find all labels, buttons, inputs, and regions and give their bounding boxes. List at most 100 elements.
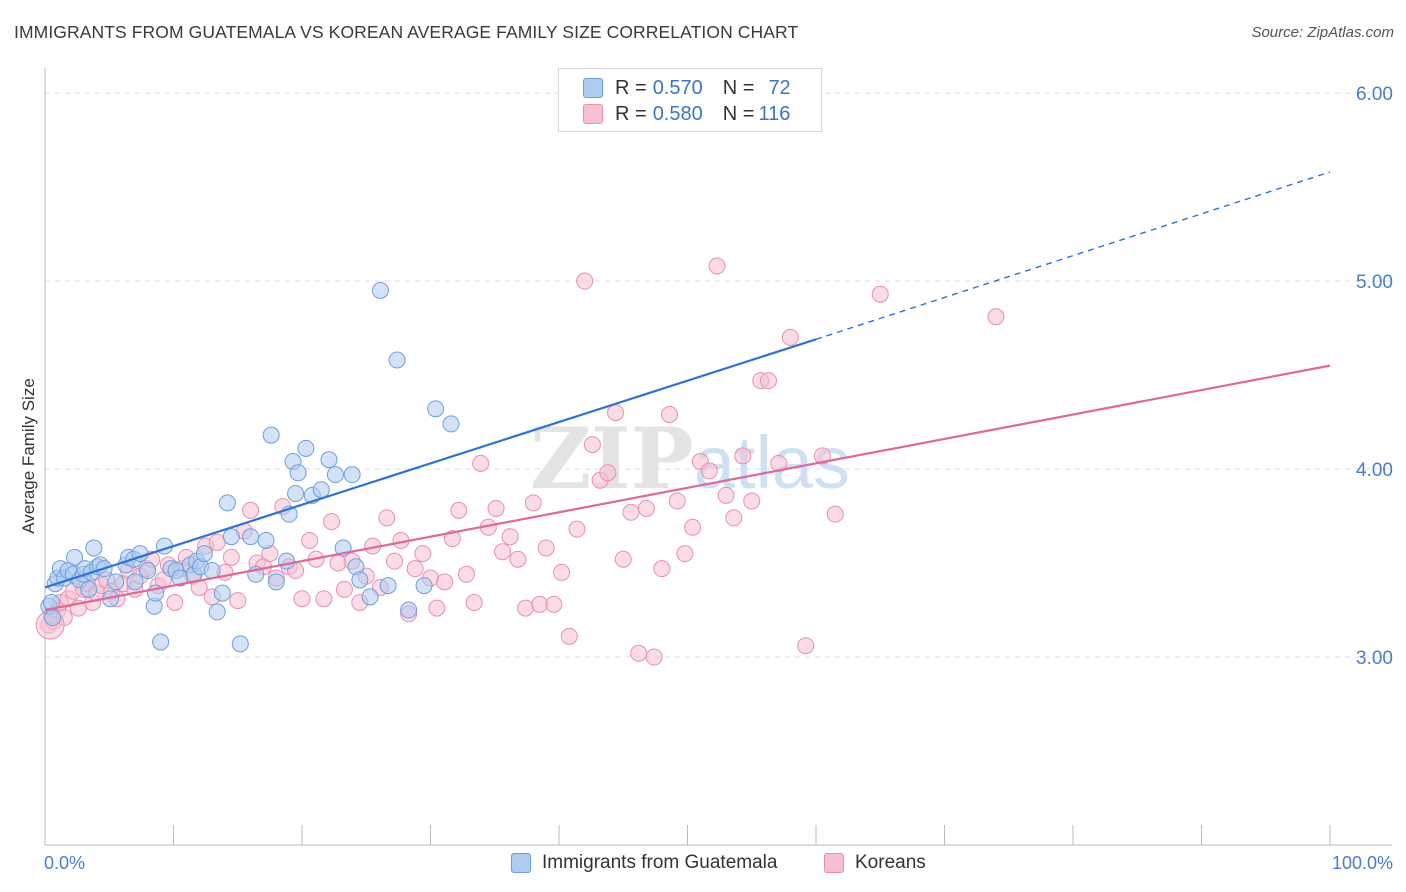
guatemala-point	[388, 351, 406, 369]
koreans-point	[517, 599, 535, 617]
koreans-trend-line	[44, 364, 1331, 612]
koreans-point	[607, 404, 625, 422]
guatemala-point	[222, 528, 240, 546]
koreans-point	[637, 499, 655, 517]
legend-label-koreans: Koreans	[855, 852, 926, 873]
guatemala-point	[326, 466, 344, 484]
legend-n-label: N =	[722, 102, 755, 125]
guatemala-point	[107, 573, 125, 591]
koreans-point	[301, 531, 319, 549]
legend-swatch-blue	[583, 78, 603, 98]
guatemala-point	[257, 531, 275, 549]
koreans-point	[797, 637, 815, 655]
koreans-point	[457, 565, 475, 583]
legend-swatch-pink	[583, 104, 603, 124]
legend-r-value: 0.570	[652, 76, 703, 99]
guatemala-point	[361, 588, 379, 606]
guatemala-point	[297, 439, 315, 457]
koreans-point	[487, 499, 505, 517]
koreans-point	[537, 539, 555, 557]
koreans-point	[826, 505, 844, 523]
trend-lines	[44, 171, 1331, 612]
guatemala-points	[40, 281, 460, 653]
koreans-point	[653, 560, 671, 578]
grid-lines	[45, 92, 1392, 658]
guatemala-point	[427, 400, 445, 418]
koreans-point	[450, 501, 468, 519]
koreans-point	[576, 272, 594, 290]
guatemala-point	[213, 584, 231, 602]
tick-labels: 3.00 4.00 5.00 6.00 0.0% 100.0%	[44, 84, 1393, 873]
x-tick-label: 0.0%	[44, 853, 85, 873]
legend-item-koreans[interactable]: Koreans	[824, 852, 926, 874]
guatemala-point	[262, 426, 280, 444]
koreans-point	[668, 492, 686, 510]
legend-r-label: R =	[615, 76, 647, 99]
guatemala-point	[442, 415, 460, 433]
guatemala-point	[152, 633, 170, 651]
koreans-points	[35, 257, 1005, 666]
guatemala-point	[208, 603, 226, 621]
koreans-point	[293, 590, 311, 608]
koreans-point	[708, 257, 726, 275]
watermark: ZIPatlas	[530, 409, 850, 508]
guatemala-point	[287, 484, 305, 502]
guatemala-point	[371, 281, 389, 299]
koreans-point	[386, 552, 404, 570]
koreans-point	[329, 554, 347, 572]
koreans-point	[553, 563, 571, 581]
guatemala-point	[379, 577, 397, 595]
koreans-point	[645, 648, 663, 666]
legend-stats: R = 0.570 N = 72 R = 0.580 N = 116	[558, 68, 822, 132]
koreans-point	[493, 543, 511, 561]
guatemala-point	[351, 571, 369, 589]
y-tick-label: 6.00	[1356, 84, 1393, 105]
legend-row-koreans: R = 0.580 N = 116	[583, 101, 790, 127]
koreans-point	[734, 447, 752, 465]
koreans-point	[622, 503, 640, 521]
y-tick-label: 5.00	[1356, 272, 1393, 293]
legend-r-label: R =	[615, 102, 647, 125]
guatemala-point	[44, 609, 62, 627]
koreans-point	[524, 494, 542, 512]
guatemala-point	[289, 464, 307, 482]
legend-swatch-pink	[824, 853, 844, 873]
koreans-point	[560, 627, 578, 645]
guatemala-point	[85, 539, 103, 557]
guatemala-point	[139, 562, 157, 580]
legend-n-value: 72	[768, 76, 791, 99]
chart-title: IMMIGRANTS FROM GUATEMALA VS KOREAN AVER…	[14, 22, 799, 42]
guatemala-point	[267, 573, 285, 591]
legend-swatch-blue	[511, 853, 531, 873]
koreans-point	[700, 462, 718, 480]
guatemala-point	[231, 635, 249, 653]
koreans-point	[545, 595, 563, 613]
koreans-point	[443, 530, 461, 548]
x-tick-label: 100.0%	[1332, 853, 1393, 873]
koreans-point	[684, 518, 702, 536]
koreans-point	[717, 486, 735, 504]
koreans-point	[378, 509, 396, 527]
guatemala-point	[278, 552, 296, 570]
koreans-point	[222, 548, 240, 566]
koreans-point	[813, 447, 831, 465]
koreans-point	[987, 308, 1005, 326]
guatemala-point	[312, 481, 330, 499]
guatemala-point	[400, 601, 418, 619]
koreans-point	[229, 592, 247, 610]
guatemala-point	[343, 466, 361, 484]
koreans-point	[465, 593, 483, 611]
koreans-point	[568, 520, 586, 538]
guatemala-point	[242, 528, 260, 546]
legend-item-guatemala[interactable]: Immigrants from Guatemala	[511, 852, 777, 874]
guatemala-trend-line	[44, 338, 817, 589]
legend-row-guatemala: R = 0.570 N = 72	[583, 75, 791, 101]
legend-label-guatemala: Immigrants from Guatemala	[542, 852, 778, 873]
koreans-point	[661, 406, 679, 424]
koreans-point	[509, 550, 527, 568]
koreans-point	[614, 550, 632, 568]
guatemala-point	[80, 580, 98, 598]
y-tick-label: 3.00	[1356, 648, 1393, 669]
koreans-point	[781, 328, 799, 346]
